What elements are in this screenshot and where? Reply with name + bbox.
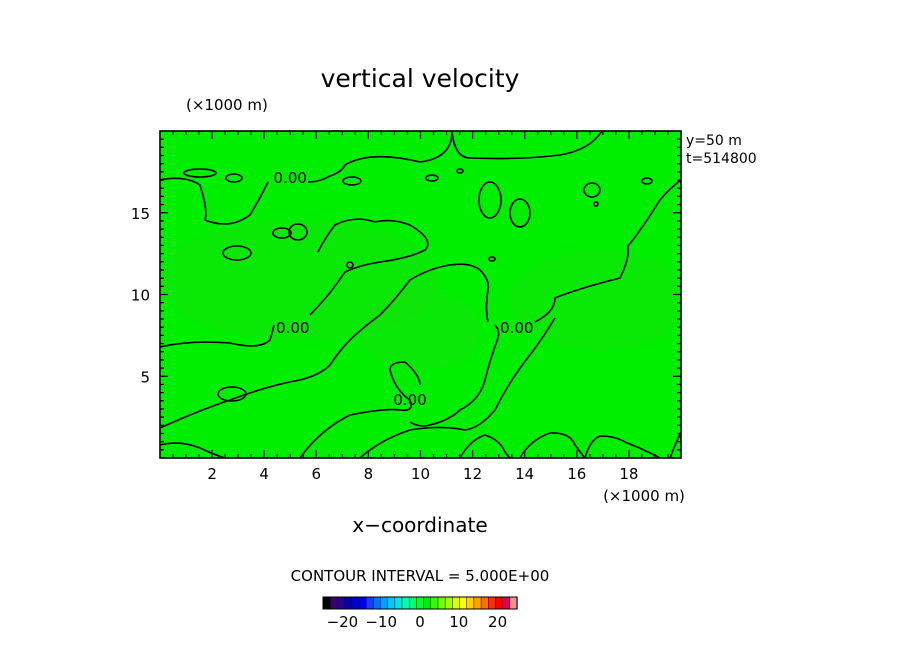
colorbar-swatch [502,596,511,610]
contour-labels: 0.00 0.00 0.00 0.00 [274,169,534,409]
colorbar-tick-label: 10 [449,613,468,631]
colorbar-swatch [452,596,461,610]
colorbar-frame [322,596,518,610]
contour-line [584,435,661,458]
contour-closed [583,182,601,198]
contour-line [669,431,681,458]
contour-interval: CONTOUR INTERVAL = 5.000E+00 [291,567,550,585]
colorbar [322,596,518,610]
contour-closed [217,386,247,402]
y-tick-label: 10 [131,287,150,305]
colorbar-swatch [466,596,475,610]
colorbar-swatch [459,596,468,610]
contour-label: 0.00 [274,169,307,187]
colorbar-swatch [416,596,425,610]
x-tick-label: 2 [207,465,217,483]
contour-line [160,263,490,429]
colorbar-swatch [444,596,453,610]
colorbar-swatch [380,596,389,610]
colorbar-swatch [495,596,504,610]
contour-closed [425,174,439,182]
y-tick-label: 5 [140,368,150,386]
colorbar-swatch [394,596,403,610]
y-axis-unit: (×1000 m) [186,96,268,114]
contour-closed [488,256,496,262]
axis-ticks [160,131,681,458]
colorbar-swatch [509,596,518,610]
x-tick-label: 18 [619,465,638,483]
contour-closed [456,168,464,174]
contour-label: 0.00 [500,319,533,337]
colorbar-swatch [408,596,418,610]
contour-line [307,131,453,183]
y-tick-label: 15 [131,205,150,223]
x-tick-label: 10 [411,465,430,483]
contour-closed [478,181,502,219]
colorbar-swatch [430,596,439,610]
contour-line [409,324,500,427]
x-axis-unit: (×1000 m) [603,487,685,505]
x-tick-label: 6 [312,465,322,483]
contour-closed [593,201,599,207]
x-tick-label: 14 [515,465,534,483]
y-tick-labels: 5 10 15 [131,205,150,387]
colorbar-swatch [337,596,346,610]
contour-label: 0.00 [276,319,309,337]
x-tick-label: 12 [463,465,482,483]
x-axis-label: x−coordinate [352,513,487,537]
colorbar-swatch [473,596,482,610]
x-tick-label: 8 [364,465,374,483]
contour-line [534,179,681,323]
field-shade [160,220,440,340]
contour-line [160,177,269,225]
colorbar-tick-label: 0 [415,613,425,631]
contour-closed [346,261,354,269]
contour-closed [225,173,243,183]
colorbar-swatch [423,596,432,610]
contour-line [299,361,421,458]
field-shade [510,250,681,350]
contour-closed [509,198,531,228]
contour-closed [222,245,252,261]
contour-line [519,432,586,458]
colorbar-labels: −20 −10 0 10 20 [327,613,508,631]
contour-closed [183,168,217,178]
x-tick-label: 4 [259,465,269,483]
contour-line [160,324,275,348]
colorbar-tick-label: −10 [365,613,397,631]
plot-area: 0.00 0.00 0.00 0.00 [160,131,681,458]
colorbar-swatch [437,596,446,610]
contour-line [451,131,603,160]
contour-line [459,434,511,458]
colorbar-swatch [358,596,367,610]
contour-line [160,442,226,458]
colorbar-swatch [365,596,374,610]
x-tick-labels: 2 4 6 8 10 12 14 16 18 [207,465,638,483]
info-t: t=514800 [686,151,757,167]
colorbar-swatch [373,596,382,610]
contour-label: 0.00 [393,391,426,409]
contour-lines [160,131,681,458]
colorbar-swatch [401,596,410,610]
colorbar-tick-label: 20 [488,613,507,631]
colorbar-tick-label: −20 [327,613,359,631]
contour-closed [288,223,308,241]
colorbar-swatch [344,596,353,610]
colorbar-swatch [387,596,396,610]
colorbar-swatch [488,596,497,610]
colorbar-swatch [480,596,489,610]
contour-line [359,317,556,458]
colorbar-swatch [351,596,360,610]
contour-closed [272,227,292,239]
x-tick-label: 16 [567,465,586,483]
contour-line [309,218,429,316]
colorbar-swatch [322,596,331,610]
info-y: y=50 m [686,133,742,149]
contour-closed [342,176,362,186]
colorbar-swatch [329,596,339,610]
chart-title: vertical velocity [321,64,520,93]
contour-closed [641,177,653,185]
field-shade [360,290,480,370]
